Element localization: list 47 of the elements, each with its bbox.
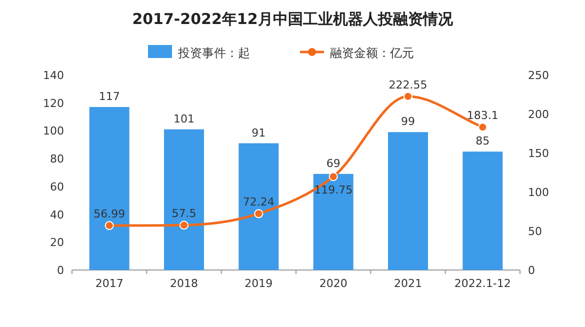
data-label: 119.75 bbox=[314, 184, 353, 197]
y2-tick-label: 150 bbox=[528, 147, 549, 160]
bar bbox=[388, 132, 428, 270]
x-tick-label: 2018 bbox=[170, 277, 198, 290]
y-tick-label: 140 bbox=[43, 69, 64, 82]
point bbox=[254, 209, 264, 218]
bar bbox=[89, 107, 130, 270]
data-label: 85 bbox=[476, 134, 490, 148]
data-label: 99 bbox=[401, 115, 415, 128]
y2-tick-label: 100 bbox=[528, 186, 549, 199]
legend-label: 投资事件：起 bbox=[177, 46, 250, 60]
y-tick-label: 40 bbox=[50, 208, 64, 222]
data-label: 183.1 bbox=[466, 109, 498, 122]
bar bbox=[238, 143, 279, 270]
x-tick-label: 2019 bbox=[244, 277, 273, 290]
data-label: 222.55 bbox=[388, 78, 428, 92]
point bbox=[404, 92, 412, 101]
point bbox=[328, 172, 338, 182]
y2-tick-label: 250 bbox=[528, 69, 549, 82]
y-tick-label: 0 bbox=[57, 264, 64, 277]
point bbox=[478, 122, 488, 132]
y-tick-label: 60 bbox=[50, 180, 64, 194]
y2-tick-label: 50 bbox=[528, 225, 542, 238]
y2-tick-label: 200 bbox=[528, 108, 549, 121]
data-label: 57.5 bbox=[172, 207, 196, 220]
x-tick-label: 2020 bbox=[319, 277, 348, 290]
y-tick-label: 100 bbox=[43, 124, 64, 138]
data-label: 101 bbox=[174, 112, 194, 126]
point bbox=[180, 220, 188, 230]
data-label: 56.99 bbox=[94, 208, 126, 221]
data-label: 91 bbox=[252, 126, 266, 140]
y-tick-label: 120 bbox=[43, 96, 64, 110]
data-label: 72.24 bbox=[242, 196, 274, 209]
bar bbox=[462, 152, 503, 270]
bar bbox=[164, 129, 204, 270]
bar bbox=[313, 174, 354, 270]
point bbox=[104, 221, 114, 230]
y-tick-label: 80 bbox=[50, 152, 64, 166]
data-label: 69 bbox=[326, 156, 340, 170]
y2-tick-label: 0 bbox=[528, 264, 535, 277]
legend-label: 融资金额：亿元 bbox=[330, 46, 414, 60]
x-tick-label: 2021 bbox=[394, 277, 422, 290]
chart-title: 2017-2022年12月中国工业机器人投融资情况 bbox=[132, 10, 454, 28]
y-tick-label: 20 bbox=[50, 236, 64, 250]
x-tick-label: 2022.1-12 bbox=[454, 277, 511, 290]
data-label: 117 bbox=[98, 90, 120, 104]
x-tick-label: 2017 bbox=[95, 277, 124, 290]
